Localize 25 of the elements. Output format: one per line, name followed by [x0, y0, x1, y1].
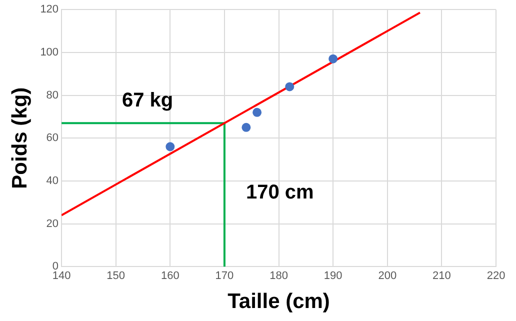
y-tick-label: 100 [40, 46, 59, 58]
x-tick-label: 180 [270, 270, 288, 282]
y-axis-title: Poids (kg) [8, 87, 32, 189]
y-tick-label: 120 [40, 4, 59, 16]
annotation: 67 kg [122, 90, 174, 112]
y-tick-label: 40 [46, 174, 59, 187]
point [285, 82, 294, 92]
x-tick-label: 190 [324, 270, 342, 282]
x-tick-label: 200 [378, 270, 397, 282]
annotation: 170 cm [246, 182, 314, 204]
x-tick-label: 170 [215, 270, 234, 282]
x-tick-label: 220 [486, 270, 506, 282]
x-axis-title: Taille (cm) [228, 290, 330, 314]
x-tick-label: 210 [432, 270, 451, 282]
x-tick-label: 150 [106, 270, 126, 282]
y-tick-label: 60 [46, 132, 59, 144]
point [328, 54, 338, 64]
point [166, 142, 175, 152]
y-tick-label: 0 [52, 260, 59, 273]
y-tick-label: 80 [46, 89, 59, 102]
x-tick-label: 140 [52, 270, 71, 282]
y-tick-label: 20 [46, 218, 59, 230]
point [242, 122, 251, 132]
x-tick-label: 160 [160, 270, 180, 282]
point [252, 108, 262, 117]
